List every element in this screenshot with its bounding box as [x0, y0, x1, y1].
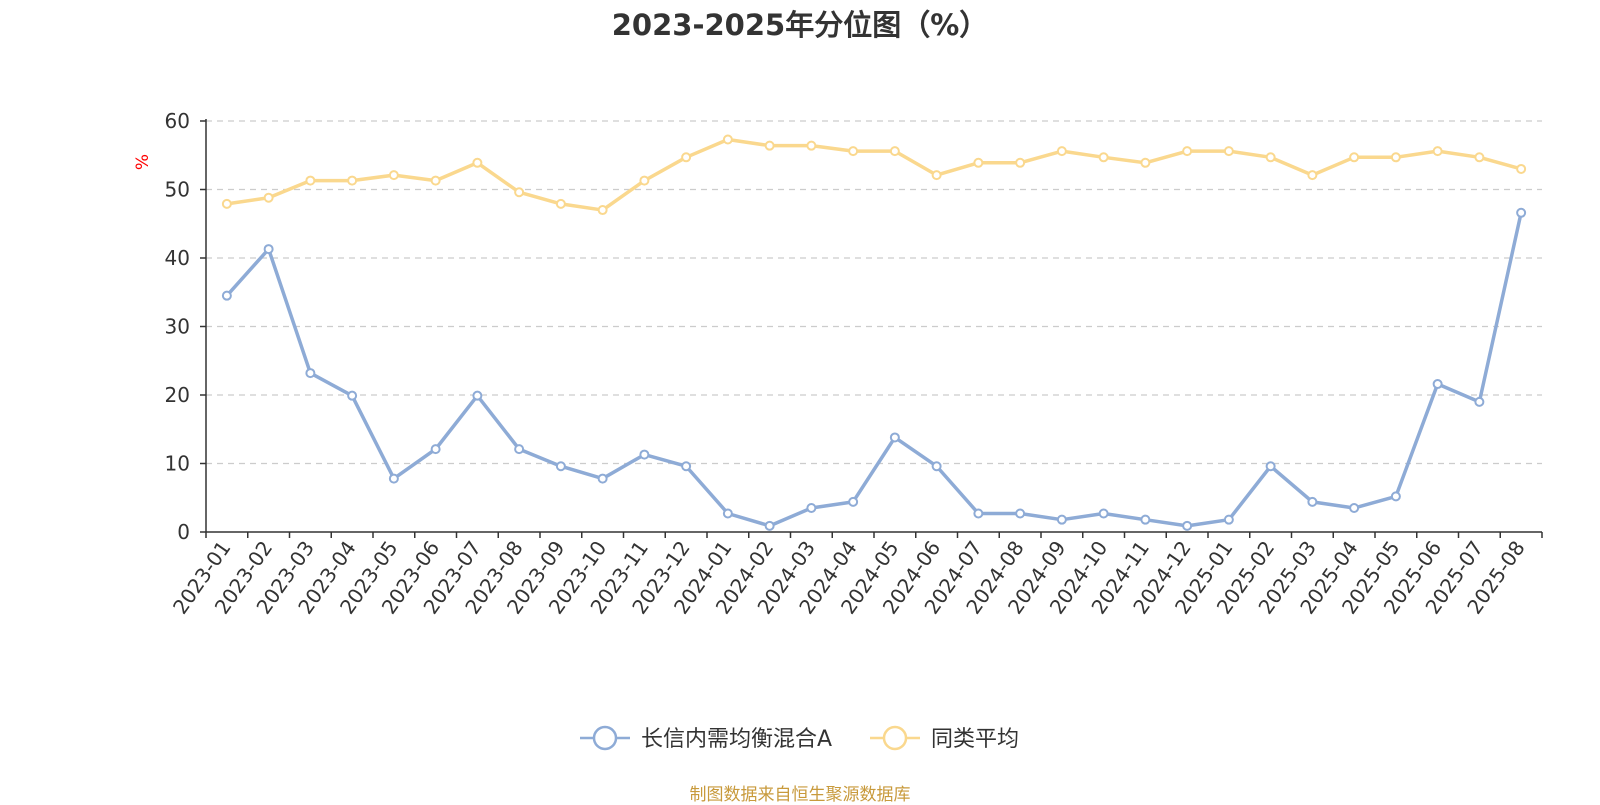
- data-point[interactable]: [1307, 170, 1318, 181]
- data-point[interactable]: [1432, 379, 1443, 390]
- y-tick-label: 20: [165, 383, 190, 407]
- data-point[interactable]: [472, 390, 483, 401]
- data-point[interactable]: [555, 461, 566, 472]
- data-point[interactable]: [514, 444, 525, 455]
- data-point[interactable]: [1182, 520, 1193, 531]
- source-note: 制图数据来自恒生聚源数据库: [689, 785, 911, 805]
- data-point[interactable]: [1015, 508, 1026, 519]
- data-point[interactable]: [221, 198, 232, 209]
- data-point[interactable]: [889, 432, 900, 443]
- data-point[interactable]: [1140, 157, 1151, 168]
- data-point[interactable]: [1098, 508, 1109, 519]
- y-tick-label: 30: [165, 315, 190, 339]
- data-point[interactable]: [555, 198, 566, 209]
- data-point[interactable]: [347, 390, 358, 401]
- legend[interactable]: 长信内需均衡混合A 同类平均: [580, 725, 1019, 752]
- series-line-1: [226, 137, 1522, 212]
- series-line-0: [225, 212, 1523, 528]
- data-point[interactable]: [1098, 152, 1109, 163]
- y-axis-unit-label: %: [133, 154, 153, 170]
- data-point[interactable]: [1307, 496, 1318, 507]
- data-point[interactable]: [430, 175, 441, 186]
- data-point[interactable]: [722, 134, 733, 145]
- y-tick-label: 10: [165, 452, 190, 476]
- data-point[interactable]: [806, 503, 817, 514]
- data-point[interactable]: [764, 520, 775, 531]
- data-point[interactable]: [973, 508, 984, 519]
- data-point[interactable]: [848, 146, 859, 157]
- legend-label: 长信内需均衡混合A: [641, 727, 832, 752]
- data-point[interactable]: [848, 496, 859, 507]
- data-point[interactable]: [1265, 461, 1276, 472]
- legend-swatch-marker: [592, 725, 618, 751]
- data-point[interactable]: [1223, 146, 1234, 157]
- data-point[interactable]: [514, 187, 525, 198]
- data-point[interactable]: [1056, 514, 1067, 525]
- data-point[interactable]: [931, 461, 942, 472]
- data-point[interactable]: [931, 170, 942, 181]
- data-point[interactable]: [472, 157, 483, 168]
- data-point[interactable]: [1223, 514, 1234, 525]
- data-point[interactable]: [1390, 491, 1401, 502]
- data-point[interactable]: [597, 473, 608, 484]
- data-point[interactable]: [1516, 207, 1527, 218]
- legend-item-0[interactable]: 长信内需均衡混合A: [580, 725, 832, 752]
- axes: 01020304050602023-012023-022023-032023-0…: [165, 109, 1543, 618]
- data-point[interactable]: [681, 152, 692, 163]
- data-point[interactable]: [1265, 152, 1276, 163]
- legend-item-1[interactable]: 同类平均: [870, 725, 1019, 752]
- y-tick-label: 60: [165, 109, 190, 133]
- series-lines: [221, 134, 1527, 531]
- data-point[interactable]: [806, 140, 817, 151]
- data-point[interactable]: [1516, 163, 1527, 174]
- data-point[interactable]: [889, 146, 900, 157]
- data-point[interactable]: [388, 170, 399, 181]
- data-point[interactable]: [1474, 152, 1485, 163]
- data-point[interactable]: [305, 368, 316, 379]
- data-point[interactable]: [1432, 146, 1443, 157]
- data-point[interactable]: [221, 290, 232, 301]
- chart-title: 2023-2025年分位图（%）: [611, 8, 989, 42]
- grid-lines: [206, 120, 1542, 465]
- data-point[interactable]: [430, 444, 441, 455]
- y-tick-label: 40: [165, 246, 190, 270]
- legend-label: 同类平均: [931, 727, 1019, 752]
- data-point[interactable]: [722, 508, 733, 519]
- data-point[interactable]: [347, 175, 358, 186]
- data-point[interactable]: [388, 473, 399, 484]
- data-point[interactable]: [973, 157, 984, 168]
- data-point[interactable]: [305, 175, 316, 186]
- data-point[interactable]: [1474, 396, 1485, 407]
- data-point[interactable]: [263, 244, 274, 255]
- legend-swatch-marker: [882, 725, 908, 751]
- data-point[interactable]: [1140, 514, 1151, 525]
- data-point[interactable]: [639, 175, 650, 186]
- data-point[interactable]: [1056, 146, 1067, 157]
- data-point[interactable]: [1349, 503, 1360, 514]
- data-point[interactable]: [1182, 146, 1193, 157]
- y-tick-label: 50: [165, 178, 190, 202]
- data-point[interactable]: [764, 140, 775, 151]
- data-point[interactable]: [681, 461, 692, 472]
- data-point[interactable]: [639, 449, 650, 460]
- data-point[interactable]: [263, 192, 274, 203]
- data-point[interactable]: [1015, 157, 1026, 168]
- data-point[interactable]: [1390, 152, 1401, 163]
- y-tick-label: 0: [177, 520, 190, 544]
- data-point[interactable]: [597, 205, 608, 216]
- data-point[interactable]: [1349, 152, 1360, 163]
